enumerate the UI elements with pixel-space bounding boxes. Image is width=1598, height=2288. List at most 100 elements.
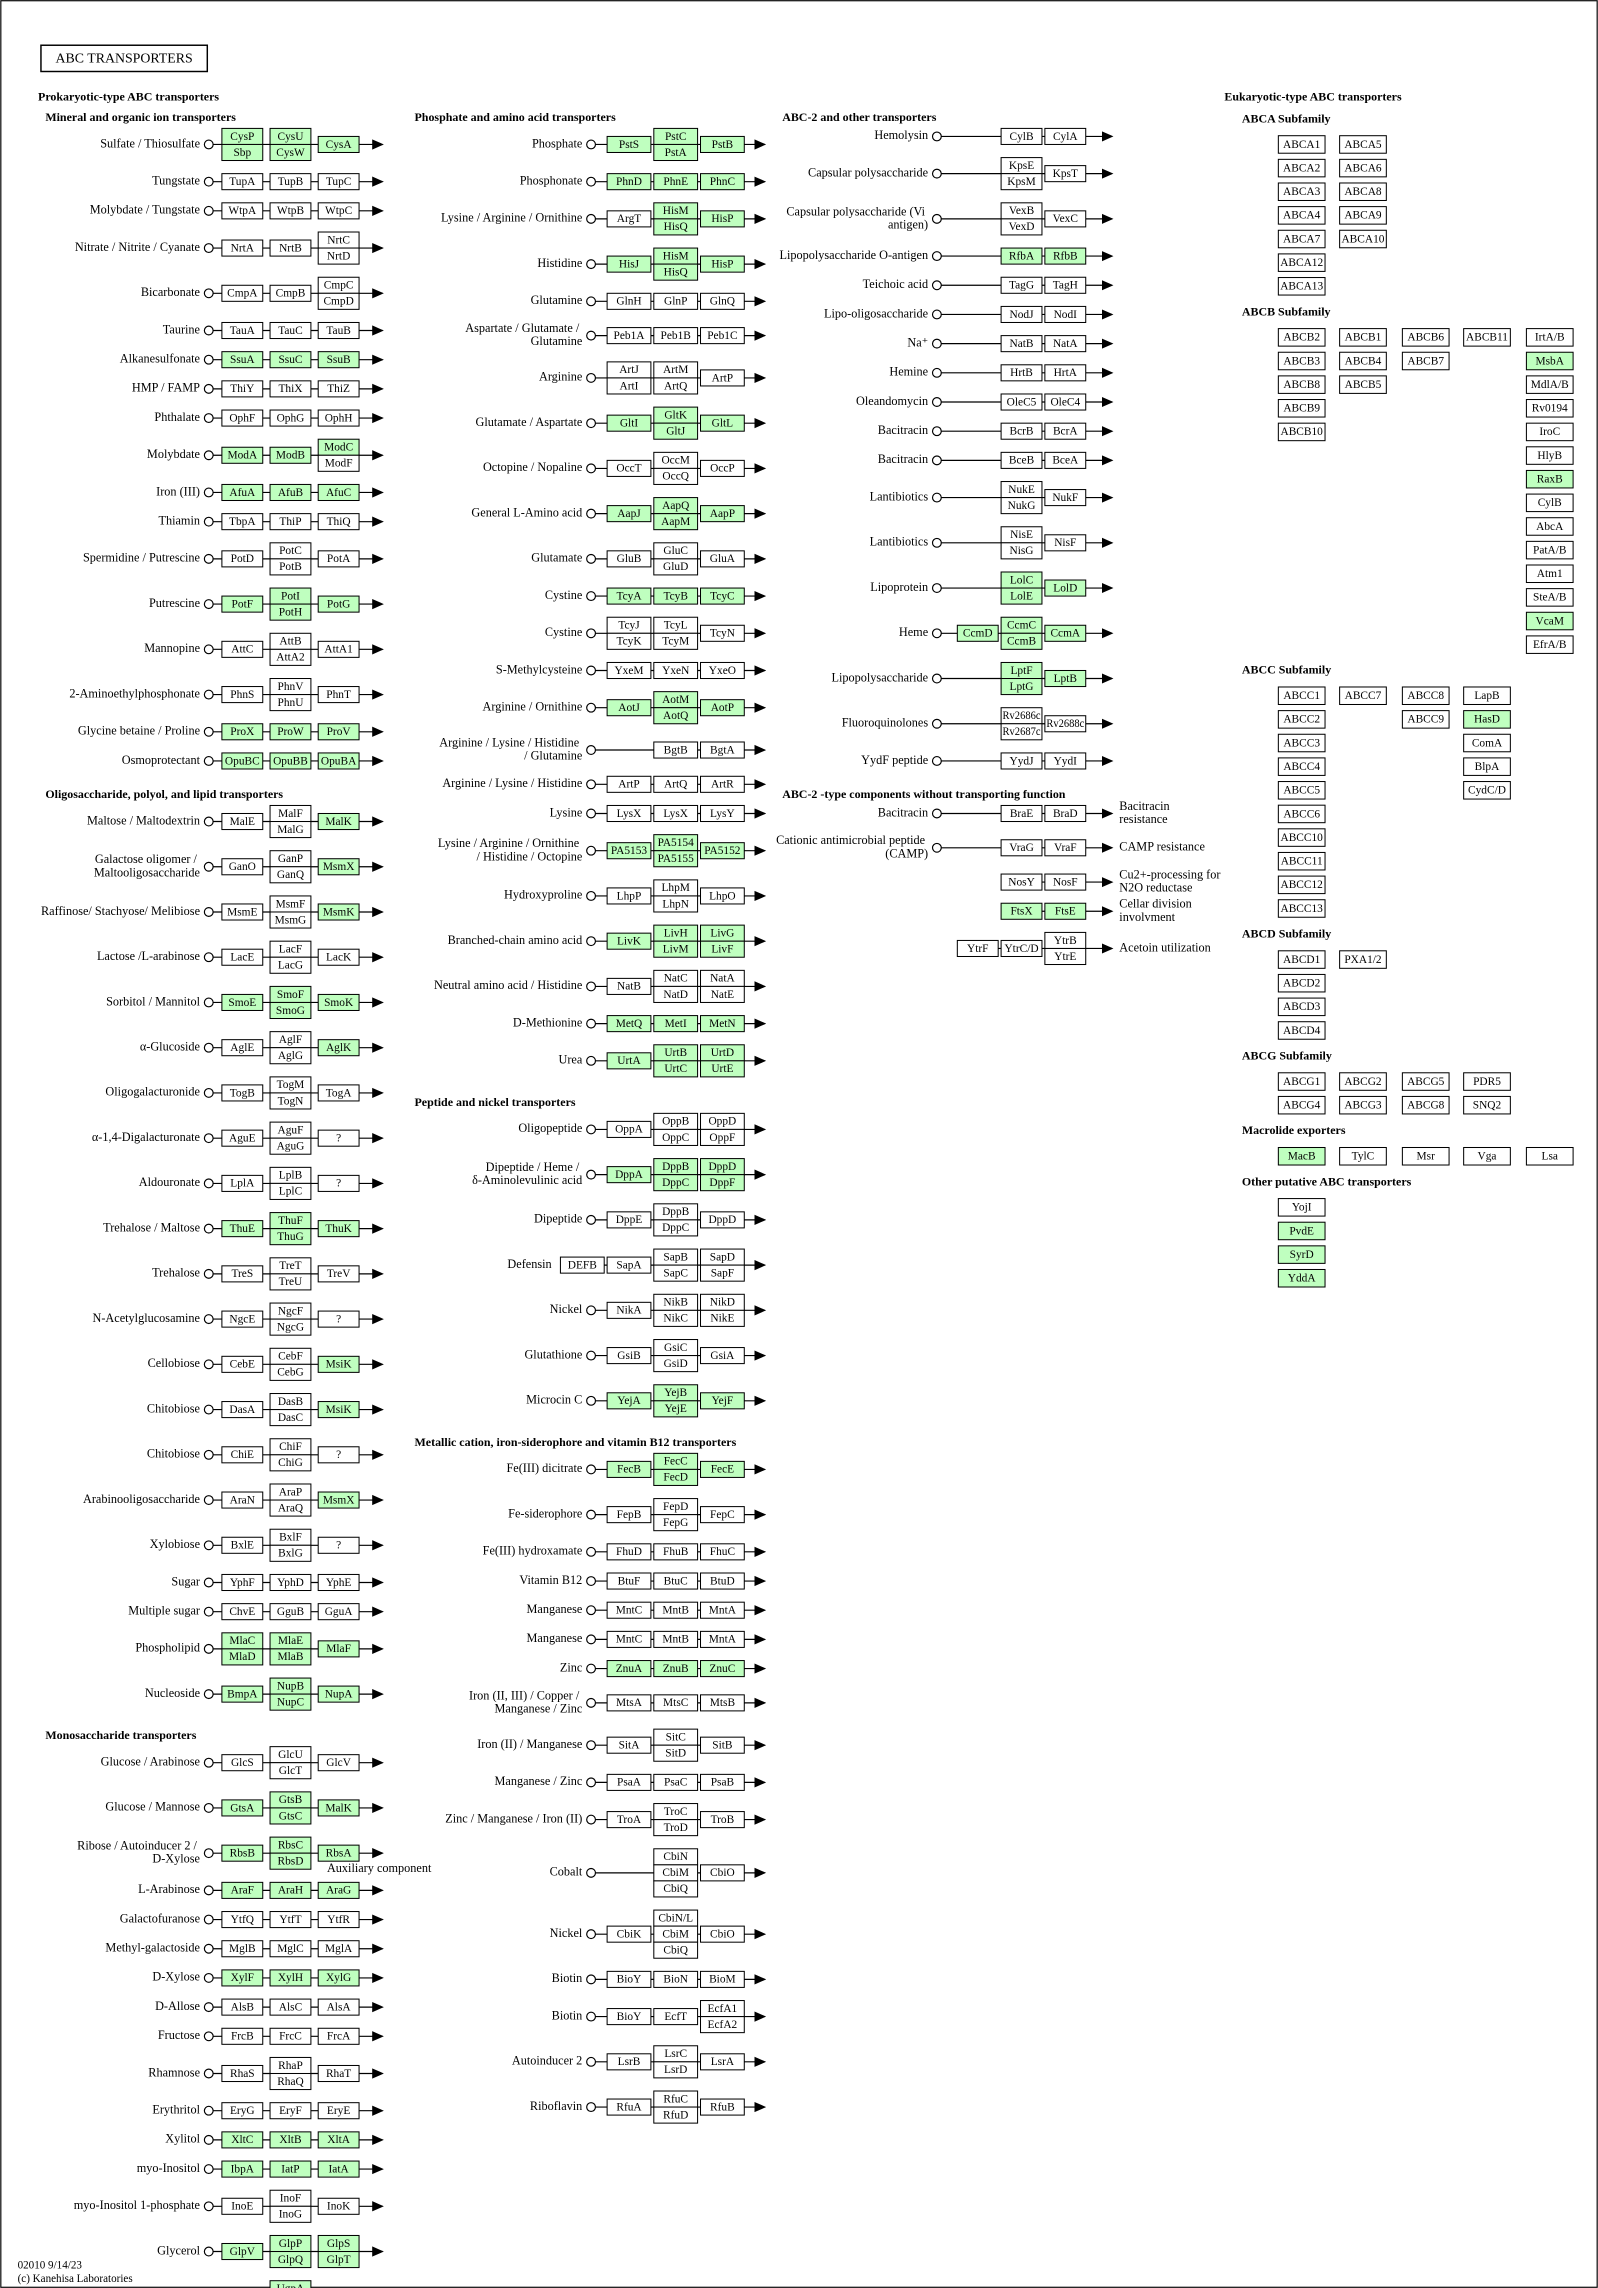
gene-name: LysX <box>663 808 688 820</box>
gene-name: PhnU <box>278 697 304 709</box>
gene-name: DasB <box>278 1396 304 1408</box>
gene-box <box>269 1499 312 1517</box>
gene-box <box>606 255 652 273</box>
gene-box <box>269 321 312 340</box>
substrate-label: Phthalate <box>154 410 200 424</box>
gene-name: CbiN <box>663 1851 688 1863</box>
gene-box <box>1044 165 1087 183</box>
gene-name: MntB <box>662 1634 689 1646</box>
gene-name: TupA <box>229 176 256 188</box>
substrate-label: Heme <box>899 625 929 639</box>
substrate-node <box>586 1867 597 1878</box>
gene-name: ZnuA <box>616 1663 643 1675</box>
gene-name: DppF <box>709 1177 735 1189</box>
gene-name: CcmB <box>1007 636 1036 648</box>
gene-name: ArtQ <box>664 779 688 791</box>
gene-name: BtuF <box>618 1575 641 1587</box>
substrate-node <box>931 367 942 378</box>
gene-box <box>653 173 699 191</box>
subfamily-heading: ABCG Subfamily <box>1242 1048 1332 1062</box>
gene-name: BxlE <box>231 1540 254 1552</box>
gene-box <box>606 1392 652 1410</box>
gene-name: LacE <box>230 952 254 964</box>
substrate-node <box>203 1943 214 1954</box>
gene-box <box>1044 804 1087 823</box>
gene-box <box>606 1301 652 1319</box>
gene-name: TreU <box>279 1276 303 1288</box>
gene-box <box>269 1409 312 1427</box>
gene-box <box>317 1685 360 1703</box>
gene-box <box>221 812 264 831</box>
gene-box <box>269 752 312 770</box>
gene-name: RfbA <box>1009 250 1035 262</box>
substrate-node <box>203 2134 214 2145</box>
gene-name: MglA <box>325 1943 353 1955</box>
gene-box <box>653 1543 699 1561</box>
gene-box <box>1339 328 1387 347</box>
gene-name: CbiM <box>662 1867 689 1879</box>
gene-box <box>699 1060 745 1078</box>
gene-box <box>1463 686 1511 706</box>
gene-box <box>653 377 699 395</box>
gene-name: ABCB10 <box>1281 426 1324 438</box>
text-line: Capsular polysaccharide (Vi <box>786 204 928 218</box>
gene-name: AraQ <box>278 1502 304 1514</box>
gene-box <box>1277 206 1326 225</box>
gene-box <box>317 1911 360 1929</box>
gene-name: MsiK <box>326 1359 353 1371</box>
subfamily-heading: ABCA Subfamily <box>1242 111 1331 125</box>
substrate-label: Aldouronate <box>139 1175 201 1189</box>
gene-box <box>653 940 699 958</box>
gene-name: TcyL <box>664 620 688 632</box>
gene-box <box>1525 635 1574 654</box>
gene-box <box>317 321 360 340</box>
substrate-label: Defensin <box>507 1257 551 1271</box>
substrate-label: Manganese <box>527 1602 583 1616</box>
gene-name: ABCA13 <box>1280 281 1323 293</box>
gene-name: NukF <box>1052 492 1078 504</box>
gene-name: ? <box>336 1178 341 1190</box>
substrate-node <box>586 2011 597 2022</box>
substrate-node <box>203 599 214 610</box>
substrate-label: Methyl-galactoside <box>105 1941 200 1955</box>
gene-box <box>1339 1146 1387 1166</box>
gene-name: Sbp <box>233 147 251 159</box>
gene-name: RbsA <box>326 1848 353 1860</box>
gene-box <box>1044 364 1087 382</box>
gene-box <box>317 1220 360 1238</box>
gene-name: PhnT <box>326 689 351 701</box>
substrate-label: Galactofuranose <box>120 1911 201 1925</box>
substrate-label: General L-Amino acid <box>471 505 582 519</box>
text-line: involvment <box>1119 910 1175 924</box>
gene-name: LacG <box>278 960 303 972</box>
gene-name: CysW <box>276 147 305 159</box>
gene-name: ABCG3 <box>1344 1100 1382 1112</box>
gene-name: YtrE <box>1054 951 1076 963</box>
gene-box <box>1000 364 1043 382</box>
gene-name: MacB <box>1288 1151 1316 1163</box>
gene-name: UrtB <box>664 1047 687 1059</box>
gene-name: AlsA <box>327 2001 352 2013</box>
substrate-label: α-Glucoside <box>140 1040 201 1054</box>
substrate-node <box>931 583 942 594</box>
gene-name: LacF <box>279 944 302 956</box>
gene-name: MtsC <box>663 1697 688 1709</box>
gene-box <box>653 2061 699 2079</box>
substrate-node <box>931 537 942 548</box>
gene-box <box>606 842 652 860</box>
substrate-node <box>931 131 942 142</box>
gene-box <box>1044 335 1087 353</box>
gene-box <box>269 513 312 531</box>
gene-box <box>221 993 264 1011</box>
gene-box <box>317 2027 360 2045</box>
gene-name: PvdE <box>1289 1225 1314 1237</box>
gene-name: BxlF <box>279 1532 302 1544</box>
gene-name: RfuD <box>663 2109 688 2121</box>
gene-box <box>269 2280 312 2288</box>
gene-name: SapA <box>616 1259 642 1271</box>
gene-name: ABCA1 <box>1283 139 1320 151</box>
gene-name: MlaB <box>278 1651 304 1663</box>
section-heading: Mineral and organic ion transporters <box>45 110 236 124</box>
gene-box <box>1277 950 1326 969</box>
substrate-node <box>931 213 942 224</box>
